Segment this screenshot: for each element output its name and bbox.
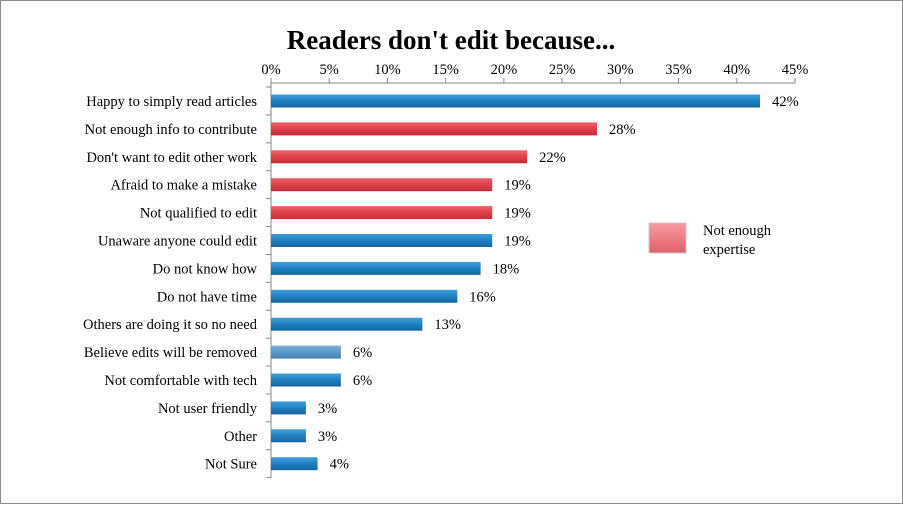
x-tick-label: 5% <box>320 62 339 78</box>
x-tick-label: 20% <box>491 62 518 78</box>
bar-value-label: 22% <box>539 150 566 166</box>
category-label: Not comfortable with tech <box>104 373 257 389</box>
bar-value-label: 28% <box>609 122 636 138</box>
bar-value-label: 19% <box>504 234 531 250</box>
x-tick-label: 10% <box>374 62 401 78</box>
x-tick-label: 45% <box>782 62 809 78</box>
bar-value-label: 18% <box>493 261 520 277</box>
bar <box>271 289 458 303</box>
bar <box>271 401 306 415</box>
bar <box>271 234 493 247</box>
bar-value-label: 16% <box>469 289 496 305</box>
x-tick-label: 30% <box>607 62 634 78</box>
bar <box>271 94 761 108</box>
bar-value-label: 4% <box>330 457 349 473</box>
category-label: Not qualified to edit <box>140 206 257 222</box>
legend-swatch-not-enough-expertise <box>648 222 687 254</box>
bar-value-label: 13% <box>434 317 461 333</box>
x-tick-label: 15% <box>432 62 459 78</box>
x-tick-label: 35% <box>665 62 692 78</box>
legend-label-line2: expertise <box>703 242 755 258</box>
data-labels: 42% 28% 22% 19% 19% 19% 18% 16% 13% 6% 6% 3% 3% 4% <box>318 94 799 473</box>
bar-value-label: 42% <box>772 94 799 110</box>
bar <box>271 122 598 136</box>
category-label: Not Sure <box>205 457 257 473</box>
category-label: Not enough info to contribute <box>85 122 257 138</box>
category-label: Other <box>224 429 257 445</box>
bar <box>271 457 318 471</box>
bar-value-label: 3% <box>318 429 337 445</box>
legend-label-line1: Not enough <box>703 223 772 239</box>
bars-group <box>271 94 761 471</box>
bar <box>271 373 341 387</box>
category-label: Happy to simply read articles <box>86 94 257 110</box>
bar <box>271 178 493 192</box>
bar-value-label: 19% <box>504 178 531 194</box>
category-label: Do not know how <box>153 261 258 277</box>
bar-value-label: 6% <box>353 373 372 389</box>
category-labels: Happy to simply read articles Not enough … <box>83 94 258 473</box>
bar-value-label: 19% <box>504 206 531 222</box>
bar-value-label: 3% <box>318 401 337 417</box>
category-label: Afraid to make a mistake <box>110 178 257 194</box>
x-tick-label: 25% <box>549 62 576 78</box>
x-axis: 0% 5% 10% 15% 20% 25% 30% 35% 40% 45% <box>261 62 809 84</box>
category-label: Don't want to edit other work <box>86 150 257 166</box>
category-label: Others are doing it so no need <box>83 317 258 333</box>
category-label: Not user friendly <box>158 401 258 417</box>
bar <box>271 206 493 220</box>
x-tick-label: 0% <box>261 62 280 78</box>
category-label: Do not have time <box>157 289 257 305</box>
bar <box>271 429 306 443</box>
bar <box>271 345 341 359</box>
bar <box>271 261 481 275</box>
bar-value-label: 6% <box>353 345 372 361</box>
bar <box>271 317 423 331</box>
category-label: Unaware anyone could edit <box>98 234 257 250</box>
category-label: Believe edits will be removed <box>84 345 258 361</box>
bar <box>271 150 528 164</box>
x-tick-label: 40% <box>723 62 750 78</box>
legend: Not enough expertise <box>648 222 772 258</box>
chart-title: Readers don't edit because... <box>287 25 615 55</box>
y-axis <box>266 83 272 479</box>
